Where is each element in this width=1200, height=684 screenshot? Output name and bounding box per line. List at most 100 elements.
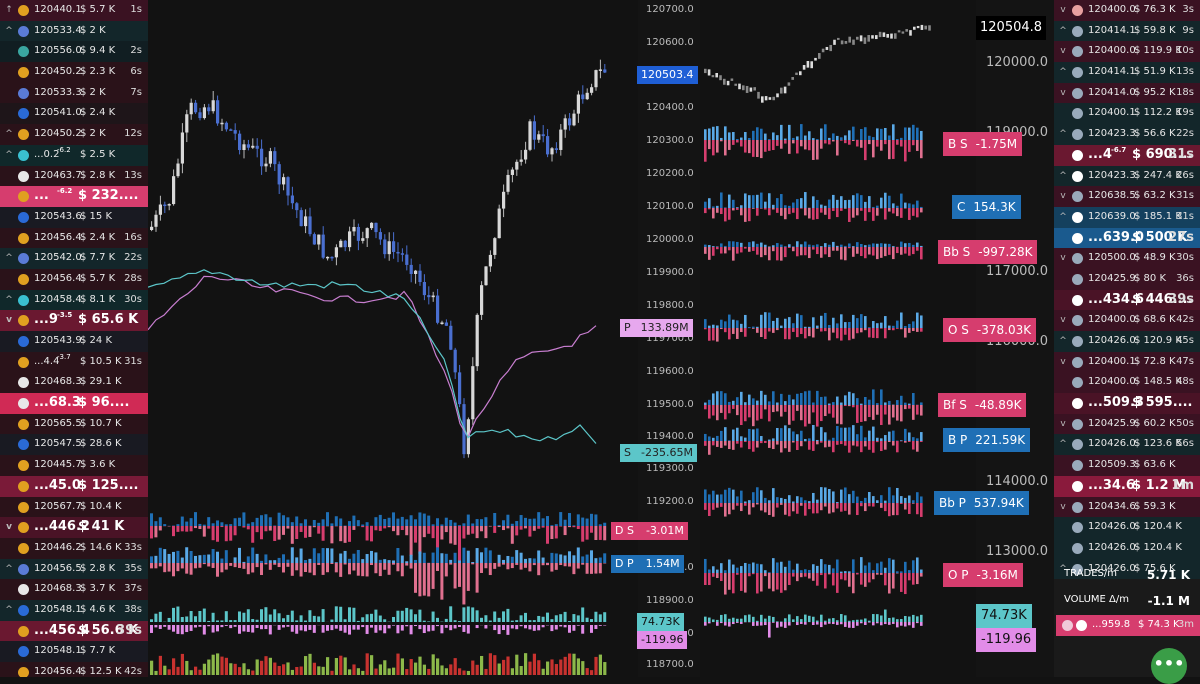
mid-bar-up bbox=[784, 425, 787, 441]
left-trade-row[interactable]: 120541.0$ 2.4 K bbox=[0, 103, 148, 124]
right-trade-row[interactable]: 120509.3$ 63.6 K bbox=[1054, 455, 1200, 476]
mid-bar-up bbox=[888, 196, 891, 208]
left-trade-row[interactable]: ^120533.4$ 2 K bbox=[0, 21, 148, 42]
right-trade-row[interactable]: ...4$ 690....31s-6.7 bbox=[1054, 145, 1200, 166]
mid-bar-up bbox=[848, 392, 851, 405]
left-trade-row[interactable]: ...68.3$ 96.... bbox=[0, 393, 148, 414]
mid-bar-down bbox=[784, 573, 787, 590]
mini-candle bbox=[807, 61, 810, 68]
left-trade-row[interactable]: 120468.3$ 29.1 K bbox=[0, 372, 148, 393]
candle-body bbox=[278, 164, 281, 184]
left-trade-row[interactable]: 120445.7$ 3.6 K bbox=[0, 455, 148, 476]
vol-bar-teal bbox=[423, 621, 426, 622]
mid-bar-down bbox=[880, 140, 883, 151]
mid-bar-down bbox=[712, 405, 715, 416]
left-trade-row[interactable]: 120547.5$ 28.6 K bbox=[0, 434, 148, 455]
mid-bar-down bbox=[920, 503, 923, 517]
vol-bar-magenta bbox=[264, 625, 267, 629]
mid-bar-up bbox=[768, 193, 771, 208]
right-trade-row[interactable]: ...509.3$ 595.... bbox=[1054, 393, 1200, 414]
more-button[interactable]: ••• bbox=[1151, 648, 1187, 684]
left-trade-row[interactable]: 120567.7$ 10.4 K bbox=[0, 497, 148, 518]
mid-bar-down bbox=[852, 622, 855, 628]
left-trade-row[interactable]: 120548.1$ 7.7 K bbox=[0, 641, 148, 662]
dp-bar-up bbox=[423, 553, 426, 563]
left-trade-row[interactable]: 120565.5$ 10.7 K bbox=[0, 414, 148, 435]
left-trade-row[interactable]: 120543.6$ 15 K bbox=[0, 207, 148, 228]
mid-bar-up bbox=[840, 490, 843, 503]
mid-bar-down bbox=[856, 441, 859, 446]
direction-arrow-icon: v bbox=[1057, 352, 1069, 373]
exchange-logo-icon bbox=[18, 336, 29, 347]
dp-bar-up bbox=[392, 560, 395, 563]
left-trade-row[interactable]: v...446.2$ 41 K bbox=[0, 517, 148, 538]
last-trade-row[interactable]: ...959.8 $ 74.3 K 3m bbox=[1056, 615, 1200, 636]
mid-bar-down bbox=[704, 573, 707, 585]
left-trade-row[interactable]: ...45.0$ 125.... bbox=[0, 476, 148, 497]
mid-volume-tag-2: -119.96 bbox=[976, 628, 1036, 652]
left-trade-row[interactable]: ...$ 232....-6.2 bbox=[0, 186, 148, 207]
volume-bar bbox=[317, 666, 320, 675]
right-trade-row[interactable]: 120426.0$ 120.4 K bbox=[1054, 517, 1200, 538]
right-trade-row[interactable]: 120426.0$ 120.4 K bbox=[1054, 538, 1200, 559]
right-trade-row[interactable]: ...434.6$ 446....39s bbox=[1054, 290, 1200, 311]
left-trade-row[interactable]: v...9$ 65.6 K-3.5 bbox=[0, 310, 148, 331]
dp-bar-down bbox=[317, 563, 320, 565]
mid-bar-up bbox=[816, 244, 819, 247]
mid-bar-down bbox=[728, 328, 731, 339]
left-trade-row[interactable]: ^...0.2$ 2.5 K-6.2 bbox=[0, 145, 148, 166]
mid-bar-down bbox=[740, 328, 743, 332]
trade-exponent: -3.5 bbox=[57, 310, 72, 326]
mid-bar-down bbox=[868, 140, 871, 144]
volume-bar bbox=[458, 668, 461, 675]
main-chart[interactable] bbox=[148, 0, 638, 677]
mid-bar-up bbox=[860, 557, 863, 573]
left-trade-row[interactable]: 120543.9$ 24 K bbox=[0, 331, 148, 352]
mid-bar-down bbox=[888, 247, 891, 255]
mid-bar-down bbox=[740, 441, 743, 448]
mid-bar-down bbox=[844, 140, 847, 143]
vol-bar-magenta bbox=[300, 625, 303, 630]
secondary-chart[interactable] bbox=[700, 0, 976, 677]
vol-bar-magenta bbox=[476, 625, 479, 628]
mid-bar-up bbox=[840, 196, 843, 208]
